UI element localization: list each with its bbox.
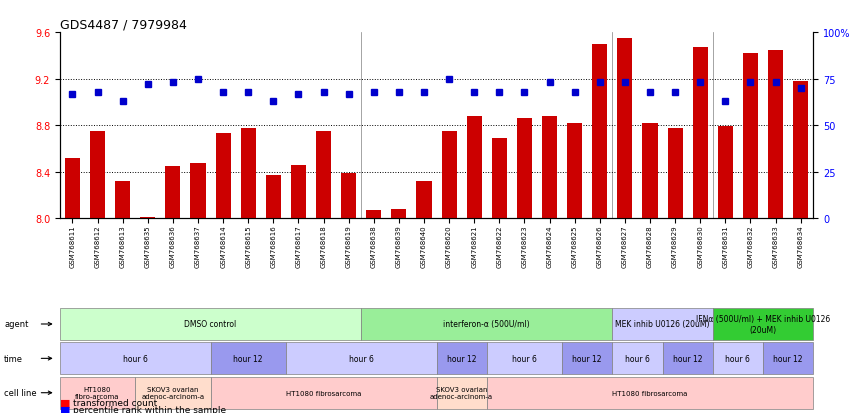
Text: hour 12: hour 12 bbox=[573, 354, 602, 363]
Bar bbox=[165, 166, 181, 219]
Text: IFNα (500U/ml) + MEK inhib U0126
(20uM): IFNα (500U/ml) + MEK inhib U0126 (20uM) bbox=[696, 315, 830, 334]
Text: hour 6: hour 6 bbox=[122, 354, 148, 363]
Bar bbox=[266, 176, 281, 219]
Bar bbox=[492, 139, 507, 219]
Bar bbox=[391, 210, 407, 219]
Bar bbox=[342, 173, 356, 219]
Bar bbox=[743, 54, 758, 219]
Bar bbox=[442, 132, 456, 219]
Bar bbox=[568, 123, 582, 219]
Bar bbox=[794, 82, 808, 219]
Bar bbox=[542, 116, 557, 219]
Text: time: time bbox=[4, 354, 23, 363]
Text: SKOV3 ovarian
adenoc­arcinom­a: SKOV3 ovarian adenoc­arcinom­a bbox=[141, 386, 205, 399]
Bar bbox=[140, 218, 155, 219]
Text: ■: ■ bbox=[60, 398, 70, 408]
Bar bbox=[643, 123, 657, 219]
Text: hour 12: hour 12 bbox=[447, 354, 477, 363]
Text: hour 6: hour 6 bbox=[348, 354, 374, 363]
Text: hour 6: hour 6 bbox=[512, 354, 537, 363]
Bar bbox=[417, 182, 431, 219]
Bar bbox=[693, 48, 708, 219]
Bar bbox=[592, 45, 607, 219]
Text: HT1080 fibrosarcoma: HT1080 fibrosarcoma bbox=[612, 390, 687, 396]
Text: HT1080 fibrosarcoma: HT1080 fibrosarcoma bbox=[286, 390, 361, 396]
Text: GDS4487 / 7979984: GDS4487 / 7979984 bbox=[60, 19, 187, 32]
Bar bbox=[191, 163, 205, 219]
Text: hour 6: hour 6 bbox=[725, 354, 751, 363]
Text: hour 6: hour 6 bbox=[625, 354, 650, 363]
Bar bbox=[768, 50, 783, 219]
Bar bbox=[116, 182, 130, 219]
Text: SKOV3 ovarian
adenoc­arcinom­a: SKOV3 ovarian adenoc­arcinom­a bbox=[430, 386, 493, 399]
Text: ■: ■ bbox=[60, 405, 70, 413]
Bar bbox=[617, 39, 633, 219]
Bar bbox=[718, 127, 733, 219]
Text: hour 12: hour 12 bbox=[673, 354, 703, 363]
Text: DMSO control: DMSO control bbox=[184, 320, 237, 329]
Bar bbox=[90, 132, 105, 219]
Text: MEK inhib U0126 (20uM): MEK inhib U0126 (20uM) bbox=[615, 320, 710, 329]
Bar bbox=[216, 134, 230, 219]
Text: HT1080
fibro­arcoma: HT1080 fibro­arcoma bbox=[75, 386, 120, 399]
Text: interferon-α (500U/ml): interferon-α (500U/ml) bbox=[443, 320, 530, 329]
Text: cell line: cell line bbox=[4, 388, 37, 397]
Bar bbox=[668, 128, 682, 219]
Bar bbox=[467, 116, 482, 219]
Bar bbox=[291, 166, 306, 219]
Bar bbox=[316, 132, 331, 219]
Bar bbox=[65, 159, 80, 219]
Text: agent: agent bbox=[4, 320, 28, 329]
Text: transformed count: transformed count bbox=[73, 398, 157, 407]
Bar bbox=[366, 211, 381, 219]
Text: hour 12: hour 12 bbox=[234, 354, 263, 363]
Bar bbox=[241, 128, 256, 219]
Bar bbox=[517, 119, 532, 219]
Text: hour 12: hour 12 bbox=[773, 354, 803, 363]
Text: percentile rank within the sample: percentile rank within the sample bbox=[73, 405, 226, 413]
